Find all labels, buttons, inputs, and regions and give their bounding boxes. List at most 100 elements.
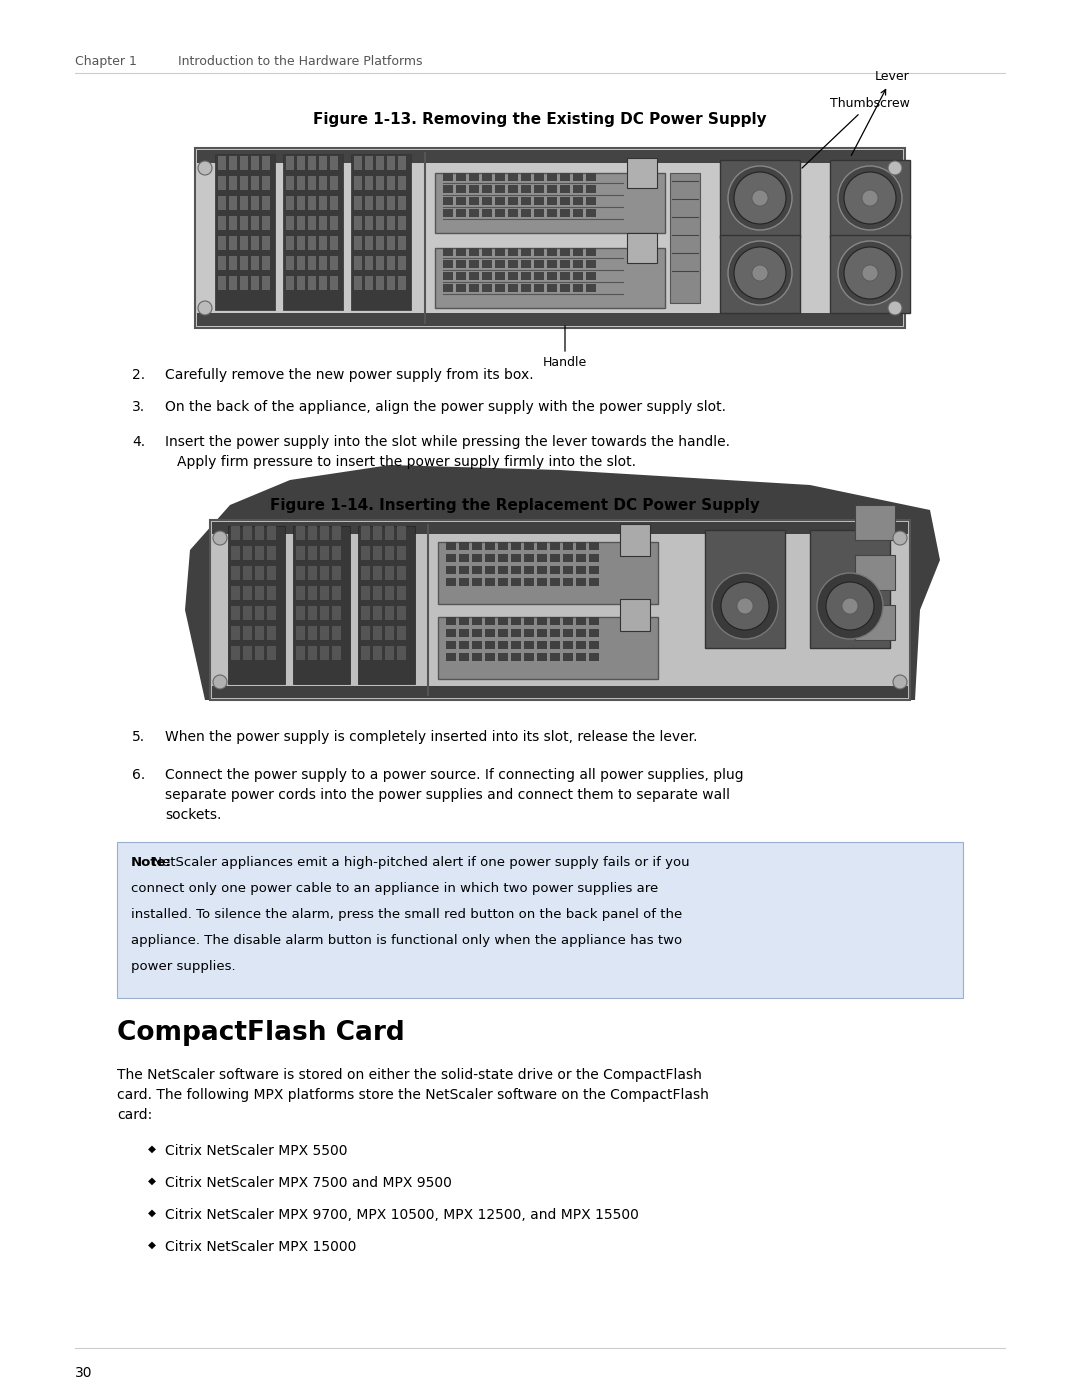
FancyBboxPatch shape bbox=[482, 197, 492, 205]
Circle shape bbox=[728, 242, 792, 305]
Circle shape bbox=[198, 300, 212, 314]
Circle shape bbox=[213, 531, 227, 545]
FancyBboxPatch shape bbox=[627, 158, 657, 189]
FancyBboxPatch shape bbox=[376, 236, 384, 250]
FancyBboxPatch shape bbox=[376, 156, 384, 170]
FancyBboxPatch shape bbox=[546, 210, 557, 217]
FancyBboxPatch shape bbox=[485, 652, 495, 661]
FancyBboxPatch shape bbox=[546, 272, 557, 279]
Text: separate power cords into the power supplies and connect them to separate wall: separate power cords into the power supp… bbox=[165, 788, 730, 802]
FancyBboxPatch shape bbox=[399, 236, 406, 250]
FancyBboxPatch shape bbox=[508, 272, 518, 279]
FancyBboxPatch shape bbox=[354, 156, 362, 170]
FancyBboxPatch shape bbox=[524, 578, 534, 585]
FancyBboxPatch shape bbox=[231, 546, 240, 560]
Text: Citrix NetScaler MPX 9700, MPX 10500, MPX 12500, and MPX 15500: Citrix NetScaler MPX 9700, MPX 10500, MP… bbox=[165, 1208, 639, 1222]
FancyBboxPatch shape bbox=[508, 197, 518, 205]
FancyBboxPatch shape bbox=[399, 217, 406, 231]
FancyBboxPatch shape bbox=[373, 645, 382, 659]
FancyBboxPatch shape bbox=[308, 626, 318, 640]
Text: card. The following MPX platforms store the NetScaler software on the CompactFla: card. The following MPX platforms store … bbox=[117, 1088, 708, 1102]
FancyBboxPatch shape bbox=[670, 173, 700, 303]
Text: Carefully remove the new power supply from its box.: Carefully remove the new power supply fr… bbox=[165, 367, 534, 381]
FancyBboxPatch shape bbox=[267, 527, 276, 541]
FancyBboxPatch shape bbox=[330, 217, 338, 231]
FancyBboxPatch shape bbox=[228, 527, 285, 685]
FancyBboxPatch shape bbox=[387, 236, 395, 250]
FancyBboxPatch shape bbox=[498, 617, 508, 624]
Circle shape bbox=[893, 531, 907, 545]
FancyBboxPatch shape bbox=[365, 256, 373, 270]
FancyBboxPatch shape bbox=[399, 156, 406, 170]
Circle shape bbox=[893, 675, 907, 689]
FancyBboxPatch shape bbox=[521, 284, 531, 292]
FancyBboxPatch shape bbox=[524, 566, 534, 574]
Text: connect only one power cable to an appliance in which two power supplies are: connect only one power cable to an appli… bbox=[131, 882, 658, 895]
Text: 5.: 5. bbox=[132, 731, 145, 745]
FancyBboxPatch shape bbox=[354, 196, 362, 210]
FancyBboxPatch shape bbox=[534, 173, 544, 182]
FancyBboxPatch shape bbox=[524, 652, 534, 661]
FancyBboxPatch shape bbox=[627, 233, 657, 263]
FancyBboxPatch shape bbox=[511, 566, 521, 574]
FancyBboxPatch shape bbox=[387, 176, 395, 190]
FancyBboxPatch shape bbox=[267, 566, 276, 580]
FancyBboxPatch shape bbox=[210, 520, 910, 700]
FancyBboxPatch shape bbox=[485, 629, 495, 637]
FancyBboxPatch shape bbox=[546, 260, 557, 268]
FancyBboxPatch shape bbox=[498, 641, 508, 650]
Circle shape bbox=[888, 161, 902, 175]
Text: 30: 30 bbox=[75, 1366, 93, 1380]
Text: CompactFlash Card: CompactFlash Card bbox=[117, 1020, 405, 1046]
FancyBboxPatch shape bbox=[563, 542, 573, 550]
FancyBboxPatch shape bbox=[330, 176, 338, 190]
FancyBboxPatch shape bbox=[255, 645, 264, 659]
FancyBboxPatch shape bbox=[297, 256, 305, 270]
FancyBboxPatch shape bbox=[296, 645, 305, 659]
Text: installed. To silence the alarm, press the small red button on the back panel of: installed. To silence the alarm, press t… bbox=[131, 908, 683, 921]
FancyBboxPatch shape bbox=[319, 256, 327, 270]
FancyBboxPatch shape bbox=[472, 617, 482, 624]
FancyBboxPatch shape bbox=[365, 196, 373, 210]
FancyBboxPatch shape bbox=[620, 599, 650, 631]
Text: power supplies.: power supplies. bbox=[131, 960, 235, 972]
Text: Citrix NetScaler MPX 15000: Citrix NetScaler MPX 15000 bbox=[165, 1241, 356, 1255]
FancyBboxPatch shape bbox=[361, 606, 370, 620]
FancyBboxPatch shape bbox=[561, 260, 570, 268]
Text: NetScaler appliances emit a high-pitched alert if one power supply fails or if y: NetScaler appliances emit a high-pitched… bbox=[131, 856, 690, 869]
FancyBboxPatch shape bbox=[511, 617, 521, 624]
FancyBboxPatch shape bbox=[482, 260, 492, 268]
FancyBboxPatch shape bbox=[320, 606, 329, 620]
FancyBboxPatch shape bbox=[576, 652, 586, 661]
FancyBboxPatch shape bbox=[576, 555, 586, 562]
Text: 4.: 4. bbox=[132, 434, 145, 448]
FancyBboxPatch shape bbox=[472, 542, 482, 550]
FancyBboxPatch shape bbox=[589, 652, 599, 661]
FancyBboxPatch shape bbox=[573, 284, 583, 292]
FancyBboxPatch shape bbox=[589, 629, 599, 637]
FancyBboxPatch shape bbox=[576, 542, 586, 550]
FancyBboxPatch shape bbox=[384, 626, 394, 640]
Circle shape bbox=[734, 172, 786, 224]
Circle shape bbox=[721, 583, 769, 630]
FancyBboxPatch shape bbox=[354, 277, 362, 291]
FancyBboxPatch shape bbox=[267, 645, 276, 659]
FancyBboxPatch shape bbox=[563, 652, 573, 661]
Polygon shape bbox=[185, 465, 940, 700]
FancyBboxPatch shape bbox=[297, 217, 305, 231]
FancyBboxPatch shape bbox=[459, 555, 469, 562]
Circle shape bbox=[213, 675, 227, 689]
FancyBboxPatch shape bbox=[231, 645, 240, 659]
FancyBboxPatch shape bbox=[387, 156, 395, 170]
FancyBboxPatch shape bbox=[550, 578, 561, 585]
FancyBboxPatch shape bbox=[537, 652, 546, 661]
FancyBboxPatch shape bbox=[251, 277, 259, 291]
FancyBboxPatch shape bbox=[550, 542, 561, 550]
FancyBboxPatch shape bbox=[438, 542, 658, 604]
FancyBboxPatch shape bbox=[255, 566, 264, 580]
FancyBboxPatch shape bbox=[485, 555, 495, 562]
FancyBboxPatch shape bbox=[573, 184, 583, 193]
FancyBboxPatch shape bbox=[243, 546, 252, 560]
FancyBboxPatch shape bbox=[320, 626, 329, 640]
FancyBboxPatch shape bbox=[320, 645, 329, 659]
